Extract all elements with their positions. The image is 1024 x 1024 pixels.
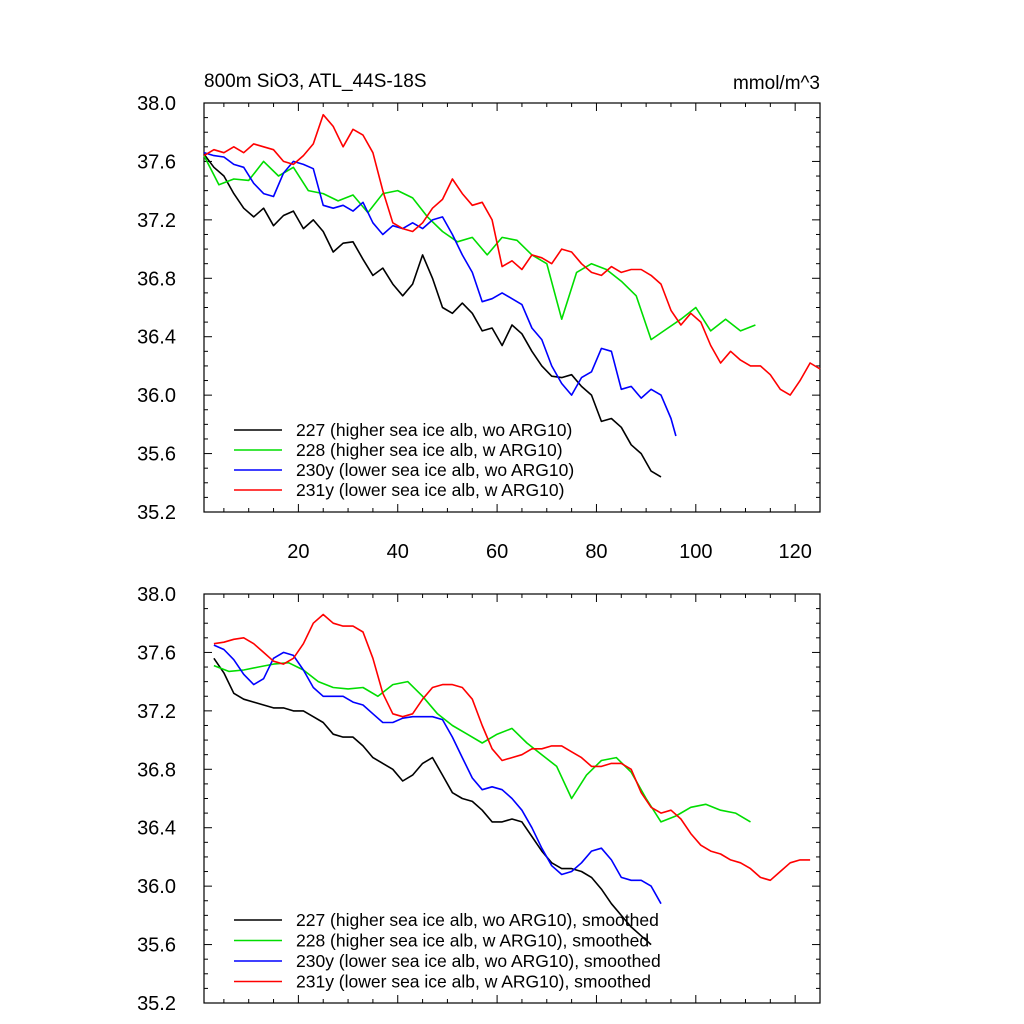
x-tick-label: 120 (778, 541, 811, 563)
axis-ticks (204, 593, 821, 1004)
legend-label-227: 227 (higher sea ice alb, wo ARG10) (296, 420, 572, 440)
series-line-228 (203, 155, 756, 341)
y-tick-label: 35.6 (137, 444, 176, 466)
series-line-227 (203, 153, 662, 478)
y-tick-label: 35.2 (137, 502, 176, 524)
y-tick-label: 35.6 (137, 935, 176, 957)
y-tick-label: 35.2 (137, 993, 176, 1015)
y-tick-label: 36.4 (137, 818, 176, 840)
legend-label-230y: 230y (lower sea ice alb, wo ARG10) (296, 460, 574, 480)
chart-panel-1: 38.0 37.6 37.2 36.8 36.4 36.0 35.6 35.2 20 40 60 80… (137, 71, 821, 563)
chart-panel-2: 38.0 37.6 37.2 36.8 36.4 36.0 35.6 35.2 227 (hig… (137, 584, 821, 1015)
legend-label-230y: 230y (lower sea ice alb, wo ARG10), smoo… (296, 951, 661, 971)
series-line-230y (203, 151, 677, 437)
series-line-230y (213, 644, 662, 905)
legend-label-231y: 231y (lower sea ice alb, w ARG10) (296, 480, 564, 500)
y-tick-label: 37.6 (137, 151, 176, 173)
legend-label-231y: 231y (lower sea ice alb, w ARG10), smoot… (296, 972, 651, 992)
y-tick-label: 36.0 (137, 385, 176, 407)
y-tick-label: 37.2 (137, 210, 176, 232)
y-tick-label: 38.0 (137, 584, 176, 606)
series-line-231y (203, 113, 821, 396)
y-tick-label: 37.2 (137, 701, 176, 723)
legend: 227 (higher sea ice alb, wo ARG10), smoo… (234, 910, 661, 992)
chart-title: 800m SiO3, ATL_44S-18S (204, 71, 427, 92)
legend-label-227: 227 (higher sea ice alb, wo ARG10), smoo… (296, 910, 659, 930)
series-line-227 (213, 657, 652, 946)
axis-ticks (204, 102, 821, 513)
y-tick-label: 38.0 (137, 93, 176, 115)
y-tick-label: 36.8 (137, 759, 176, 781)
legend: 227 (higher sea ice alb, wo ARG10)228 (h… (234, 420, 574, 500)
y-tick-label: 36.4 (137, 327, 176, 349)
y-tick-label: 36.0 (137, 876, 176, 898)
legend-label-228: 228 (higher sea ice alb, w ARG10), smoot… (296, 931, 649, 951)
y-tick-label: 36.8 (137, 268, 176, 290)
x-tick-label: 80 (585, 541, 607, 563)
x-tick-label: 100 (679, 541, 712, 563)
x-tick-label: 40 (387, 541, 409, 563)
x-tick-label: 60 (486, 541, 508, 563)
x-tick-label: 20 (287, 541, 309, 563)
series-line-228 (213, 661, 751, 823)
series-line-231y (213, 613, 811, 882)
y-tick-label: 37.6 (137, 642, 176, 664)
legend-label-228: 228 (higher sea ice alb, w ARG10) (296, 440, 563, 460)
units-label: mmol/m^3 (733, 73, 820, 94)
